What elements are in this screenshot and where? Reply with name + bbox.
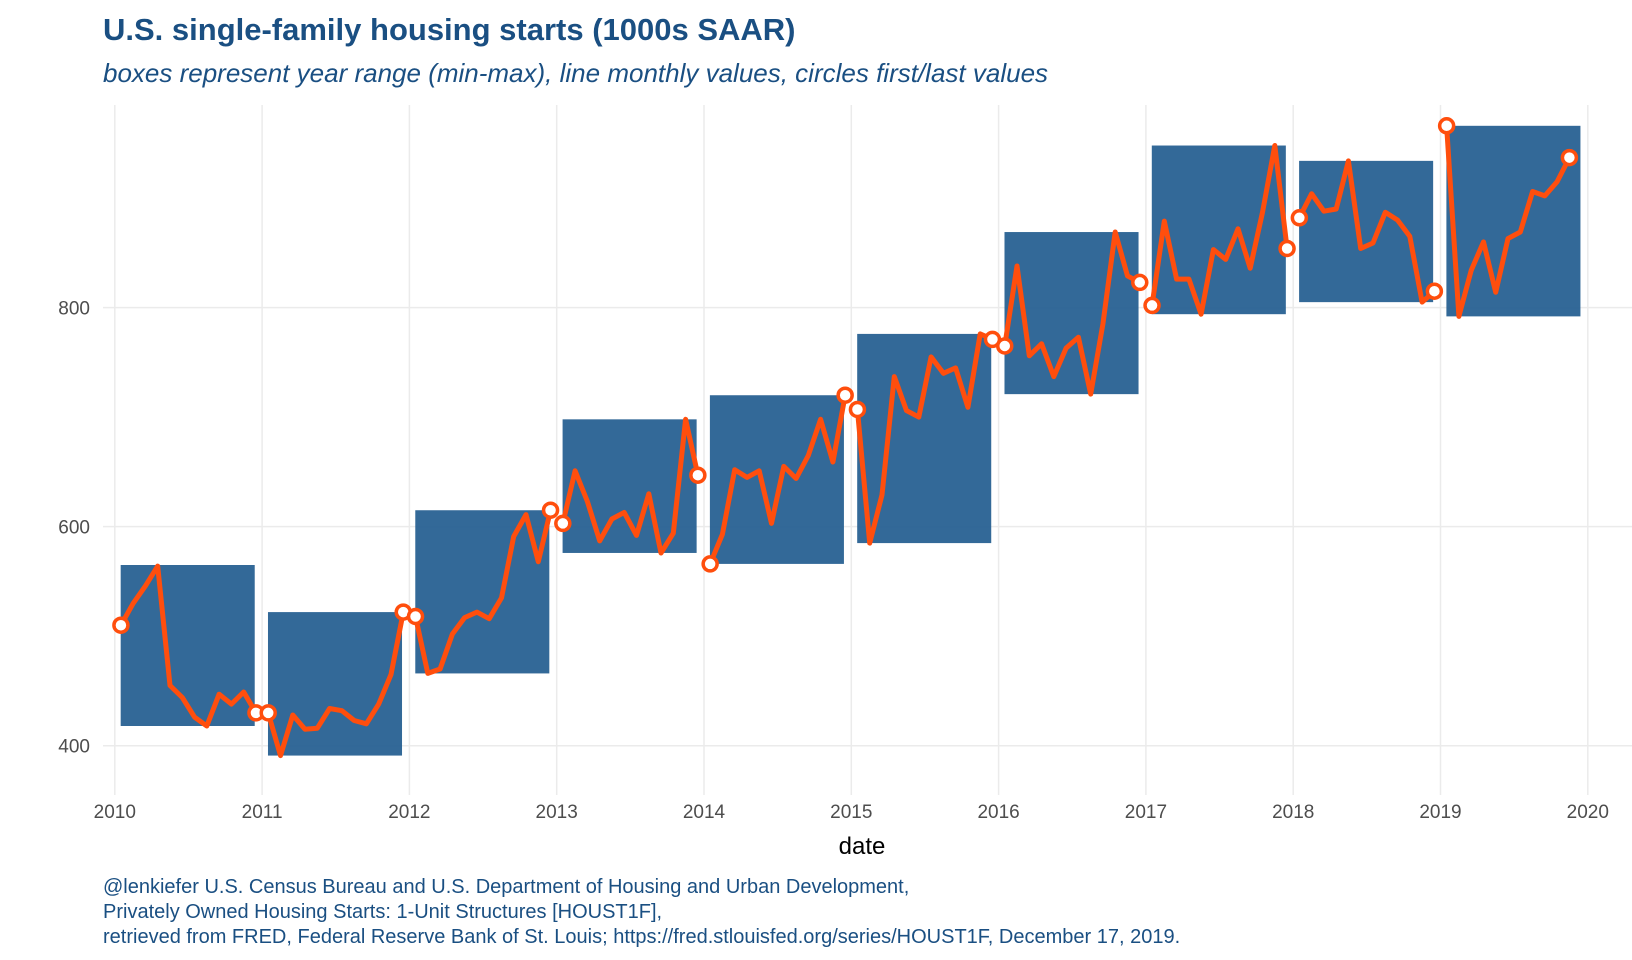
monthly-series-line xyxy=(1149,143,1290,317)
monthly-series-line xyxy=(560,416,701,556)
x-tick-label: 2015 xyxy=(830,802,872,823)
year-box xyxy=(1299,160,1434,303)
endpoint-marker xyxy=(1290,209,1309,227)
x-tick-label: 2019 xyxy=(1419,802,1461,823)
endpoint-marker xyxy=(1437,117,1456,135)
chart-subtitle: boxes represent year range (min-max), li… xyxy=(103,58,1049,88)
monthly-series-line xyxy=(1002,229,1143,397)
monthly-series-line xyxy=(854,331,995,546)
endpoint-marker xyxy=(701,555,719,573)
monthly-series-line xyxy=(707,392,848,567)
x-tick-label: 2011 xyxy=(242,802,283,823)
endpoint-marker xyxy=(259,704,277,722)
monthly-line xyxy=(118,123,1572,759)
year-box xyxy=(1004,232,1139,395)
endpoint-marker xyxy=(1131,273,1149,292)
endpoint-marker xyxy=(1425,282,1444,300)
endpoint-marker xyxy=(836,386,854,404)
x-tick-label: 2018 xyxy=(1272,802,1314,823)
x-tick-label: 2017 xyxy=(1125,802,1167,823)
endpoint-marker xyxy=(848,400,867,419)
year-range-boxes xyxy=(120,125,1581,756)
endpoint-marker xyxy=(541,501,560,519)
caption-line-2: Privately Owned Housing Starts: 1-Unit S… xyxy=(103,901,663,923)
endpoint-marker xyxy=(1560,148,1579,167)
year-box xyxy=(415,510,550,674)
monthly-series-line xyxy=(118,563,259,729)
caption-line-3: retrieved from FRED, Federal Reserve Ban… xyxy=(103,926,1181,948)
monthly-series-line xyxy=(413,507,554,676)
x-tick-label: 2014 xyxy=(683,802,726,823)
x-axis-ticks: 2010 2011 2012 2013 2014 2015 2016 2017 2018 2019… xyxy=(94,802,1609,823)
source-caption: @lenkiefer U.S. Census Bureau and U.S. D… xyxy=(103,875,1180,950)
endpoint-marker xyxy=(995,337,1014,355)
x-tick-label: 2012 xyxy=(388,802,430,823)
y-axis-ticks: 400 600 800 xyxy=(58,299,90,758)
year-box xyxy=(709,395,844,564)
caption-line-1: @lenkiefer U.S. Census Bureau and U.S. D… xyxy=(103,876,910,898)
grid-lines xyxy=(103,105,1632,795)
year-box xyxy=(1151,145,1286,315)
monthly-series-line xyxy=(1296,158,1437,305)
monthly-series-line xyxy=(1444,123,1572,319)
x-axis-title: date xyxy=(839,833,886,860)
y-tick-label: 400 xyxy=(58,737,90,758)
x-tick-label: 2010 xyxy=(94,802,136,823)
endpoint-marker xyxy=(1143,296,1161,315)
y-tick-label: 600 xyxy=(58,518,90,539)
endpoint-marker xyxy=(406,607,425,626)
chart-title: U.S. single-family housing starts (1000s… xyxy=(103,12,796,47)
endpoint-marker xyxy=(689,466,707,484)
endpoint-markers xyxy=(112,117,1579,722)
x-tick-label: 2020 xyxy=(1567,802,1609,823)
endpoint-marker xyxy=(554,514,572,533)
monthly-series-line xyxy=(265,609,406,759)
x-tick-label: 2013 xyxy=(536,802,578,823)
y-tick-label: 800 xyxy=(58,299,90,320)
endpoint-marker xyxy=(112,616,130,634)
x-tick-label: 2016 xyxy=(977,802,1019,823)
endpoint-marker xyxy=(1278,239,1296,258)
